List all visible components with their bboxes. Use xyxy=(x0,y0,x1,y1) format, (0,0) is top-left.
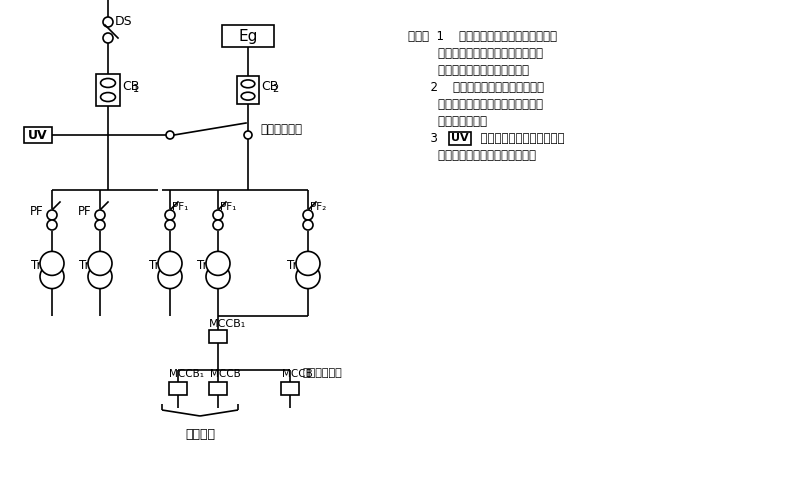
Text: PF: PF xyxy=(78,205,92,218)
Bar xyxy=(449,131,471,144)
Circle shape xyxy=(88,264,112,289)
Text: CB: CB xyxy=(261,80,279,93)
Text: MCCB₁: MCCB₁ xyxy=(209,319,246,329)
Circle shape xyxy=(213,220,223,230)
Bar xyxy=(222,25,274,47)
Text: （注）  1    ＰＦ２及びＣＢ２は過負荷及び: （注） 1 ＰＦ２及びＣＢ２は過負荷及び xyxy=(408,29,557,42)
Bar xyxy=(237,76,259,104)
Circle shape xyxy=(103,17,113,27)
Text: に遮断しないものであること: に遮断しないものであること xyxy=(408,64,529,77)
Text: はＣＢ１の二次側より自動: はＣＢ１の二次側より自動 xyxy=(473,131,564,144)
Text: UV: UV xyxy=(28,128,47,141)
Bar xyxy=(209,330,227,343)
Circle shape xyxy=(166,131,174,139)
Circle shape xyxy=(88,251,112,275)
Circle shape xyxy=(296,251,320,275)
Text: PF₂: PF₂ xyxy=(310,202,326,212)
Circle shape xyxy=(40,251,64,275)
Bar xyxy=(281,381,299,394)
Text: 一般負荷: 一般負荷 xyxy=(185,428,215,441)
Text: ものであること: ものであること xyxy=(408,115,487,127)
Text: 消防用設備等: 消防用設備等 xyxy=(302,369,342,378)
Circle shape xyxy=(103,33,113,43)
Circle shape xyxy=(303,210,313,220)
Ellipse shape xyxy=(242,92,255,100)
Text: 2: 2 xyxy=(272,84,279,94)
Ellipse shape xyxy=(242,80,255,88)
Text: DS: DS xyxy=(115,14,133,27)
Text: CB: CB xyxy=(122,80,139,93)
Text: Tr: Tr xyxy=(287,258,298,271)
Circle shape xyxy=(95,220,105,230)
Circle shape xyxy=(165,210,175,220)
Text: 3: 3 xyxy=(408,131,449,144)
Text: Tr: Tr xyxy=(149,258,159,271)
Text: MCCB₁: MCCB₁ xyxy=(169,369,204,378)
Text: 短絡時においてＭＣＣＢ１より先: 短絡時においてＭＣＣＢ１より先 xyxy=(408,46,543,59)
Text: 1: 1 xyxy=(133,84,139,94)
Circle shape xyxy=(303,220,313,230)
Text: 切替装置までの間に設けること: 切替装置までの間に設けること xyxy=(408,148,536,161)
Text: UV: UV xyxy=(451,133,469,143)
Text: Eg: Eg xyxy=(238,28,258,43)
Text: Tr: Tr xyxy=(79,258,89,271)
Bar xyxy=(209,381,227,394)
Circle shape xyxy=(213,210,223,220)
Text: PF₁: PF₁ xyxy=(220,202,237,212)
Text: Tr: Tr xyxy=(197,258,208,271)
Text: 自動切替装置: 自動切替装置 xyxy=(260,123,302,135)
Text: Tr: Tr xyxy=(31,258,42,271)
Circle shape xyxy=(206,264,230,289)
Text: PF₁: PF₁ xyxy=(172,202,188,212)
Text: 2    ＣＢ２は過負荷及び短絡時に: 2 ＣＢ２は過負荷及び短絡時に xyxy=(408,81,544,94)
Circle shape xyxy=(47,210,57,220)
Text: PF: PF xyxy=(30,205,43,218)
Ellipse shape xyxy=(101,79,115,88)
Ellipse shape xyxy=(101,93,115,102)
Circle shape xyxy=(47,220,57,230)
Circle shape xyxy=(296,264,320,289)
Circle shape xyxy=(158,264,182,289)
Circle shape xyxy=(244,131,252,139)
Bar xyxy=(24,127,52,143)
Circle shape xyxy=(40,264,64,289)
Bar xyxy=(169,381,187,394)
Text: MCCB: MCCB xyxy=(282,369,313,378)
Bar xyxy=(96,74,120,106)
Circle shape xyxy=(95,210,105,220)
Circle shape xyxy=(158,251,182,275)
Text: おいてＰＦ１より先に遮断しない: おいてＰＦ１より先に遮断しない xyxy=(408,98,543,111)
Circle shape xyxy=(165,220,175,230)
Circle shape xyxy=(206,251,230,275)
Text: MCCB: MCCB xyxy=(210,369,241,378)
